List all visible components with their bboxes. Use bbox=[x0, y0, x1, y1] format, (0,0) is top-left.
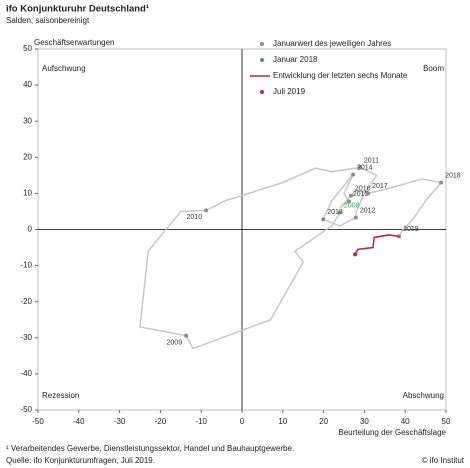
x-tick-label: -40 bbox=[73, 417, 85, 426]
point-label: 2013 bbox=[327, 209, 343, 216]
x-tick-label: 40 bbox=[401, 417, 410, 426]
legend-label: Juli 2019 bbox=[273, 87, 306, 96]
y-axis-label: Geschäftserwartungen bbox=[34, 38, 115, 47]
y-tick-label: -10 bbox=[20, 261, 32, 270]
legend-label: Entwicklung der letzten sechs Monate bbox=[273, 71, 408, 80]
point-label: 2009 bbox=[167, 339, 183, 346]
y-tick-label: 30 bbox=[23, 116, 32, 125]
point bbox=[184, 333, 189, 338]
point-label: 2010 bbox=[187, 214, 203, 221]
y-tick-label: 10 bbox=[23, 189, 32, 198]
quadrant-label: Aufschwung bbox=[42, 64, 86, 73]
x-tick-label: 30 bbox=[360, 417, 369, 426]
point bbox=[204, 208, 209, 213]
point-label: 2016 bbox=[355, 185, 371, 192]
x-tick-label: -10 bbox=[195, 417, 207, 426]
point-label: 2019 bbox=[403, 226, 419, 233]
y-tick-label: -40 bbox=[20, 369, 32, 378]
point-label: 2017 bbox=[372, 183, 388, 190]
series-line bbox=[139, 166, 443, 350]
x-tick-label: 10 bbox=[278, 417, 287, 426]
x-tick-label: 0 bbox=[240, 417, 245, 426]
x-tick-label: 50 bbox=[442, 417, 451, 426]
point bbox=[439, 180, 444, 185]
point bbox=[353, 252, 358, 257]
point bbox=[357, 165, 362, 170]
point bbox=[337, 210, 342, 215]
point bbox=[346, 199, 351, 204]
y-tick-label: 40 bbox=[23, 80, 32, 89]
y-tick-label: 0 bbox=[28, 225, 33, 234]
point-label: 2015 bbox=[353, 191, 369, 198]
x-axis-label: Beurteilung der Geschäftslage bbox=[338, 428, 446, 437]
y-tick-label: 20 bbox=[23, 152, 32, 161]
x-tick-label: 20 bbox=[319, 417, 328, 426]
point bbox=[366, 191, 371, 196]
x-tick-label: -50 bbox=[32, 417, 44, 426]
x-tick-label: -30 bbox=[114, 417, 126, 426]
quadrant-label: Boom bbox=[423, 64, 444, 73]
point bbox=[348, 193, 353, 198]
chart-title: ifo Konjunkturuhr Deutschland¹ bbox=[6, 4, 149, 15]
footnote: ¹ Verarbeitendes Gewerbe, Dienstleistung… bbox=[6, 444, 294, 453]
legend-swatch bbox=[260, 58, 264, 62]
chart-subtitle: Salden, saisonbereinigt bbox=[6, 16, 90, 25]
point-label: 2011 bbox=[364, 157, 379, 164]
y-tick-label: 50 bbox=[23, 44, 32, 53]
point bbox=[350, 172, 355, 177]
y-tick-label: -50 bbox=[20, 405, 32, 414]
legend-label: Januar 2018 bbox=[273, 55, 318, 64]
legend-swatch bbox=[260, 90, 264, 94]
legend-swatch bbox=[260, 42, 264, 46]
credit: © ifo Institut bbox=[422, 456, 465, 465]
point-label: 2008 bbox=[344, 202, 360, 209]
legend-label: Januarwert des jeweiligen Jahres bbox=[273, 39, 391, 48]
y-tick-label: -30 bbox=[20, 333, 32, 342]
point-label: 2012 bbox=[360, 207, 376, 214]
x-tick-label: -20 bbox=[155, 417, 167, 426]
y-tick-label: -20 bbox=[20, 297, 32, 306]
quadrant-label: Rezession bbox=[42, 391, 79, 400]
quadrant-label: Abschwung bbox=[403, 391, 444, 400]
point bbox=[321, 217, 326, 222]
point-label: 2014 bbox=[357, 164, 373, 171]
point bbox=[353, 215, 358, 220]
source: Quelle: ifo Konjunkturumfragen, Juli 201… bbox=[6, 456, 155, 465]
point-label: 2018 bbox=[445, 172, 461, 179]
series-line bbox=[354, 234, 400, 255]
